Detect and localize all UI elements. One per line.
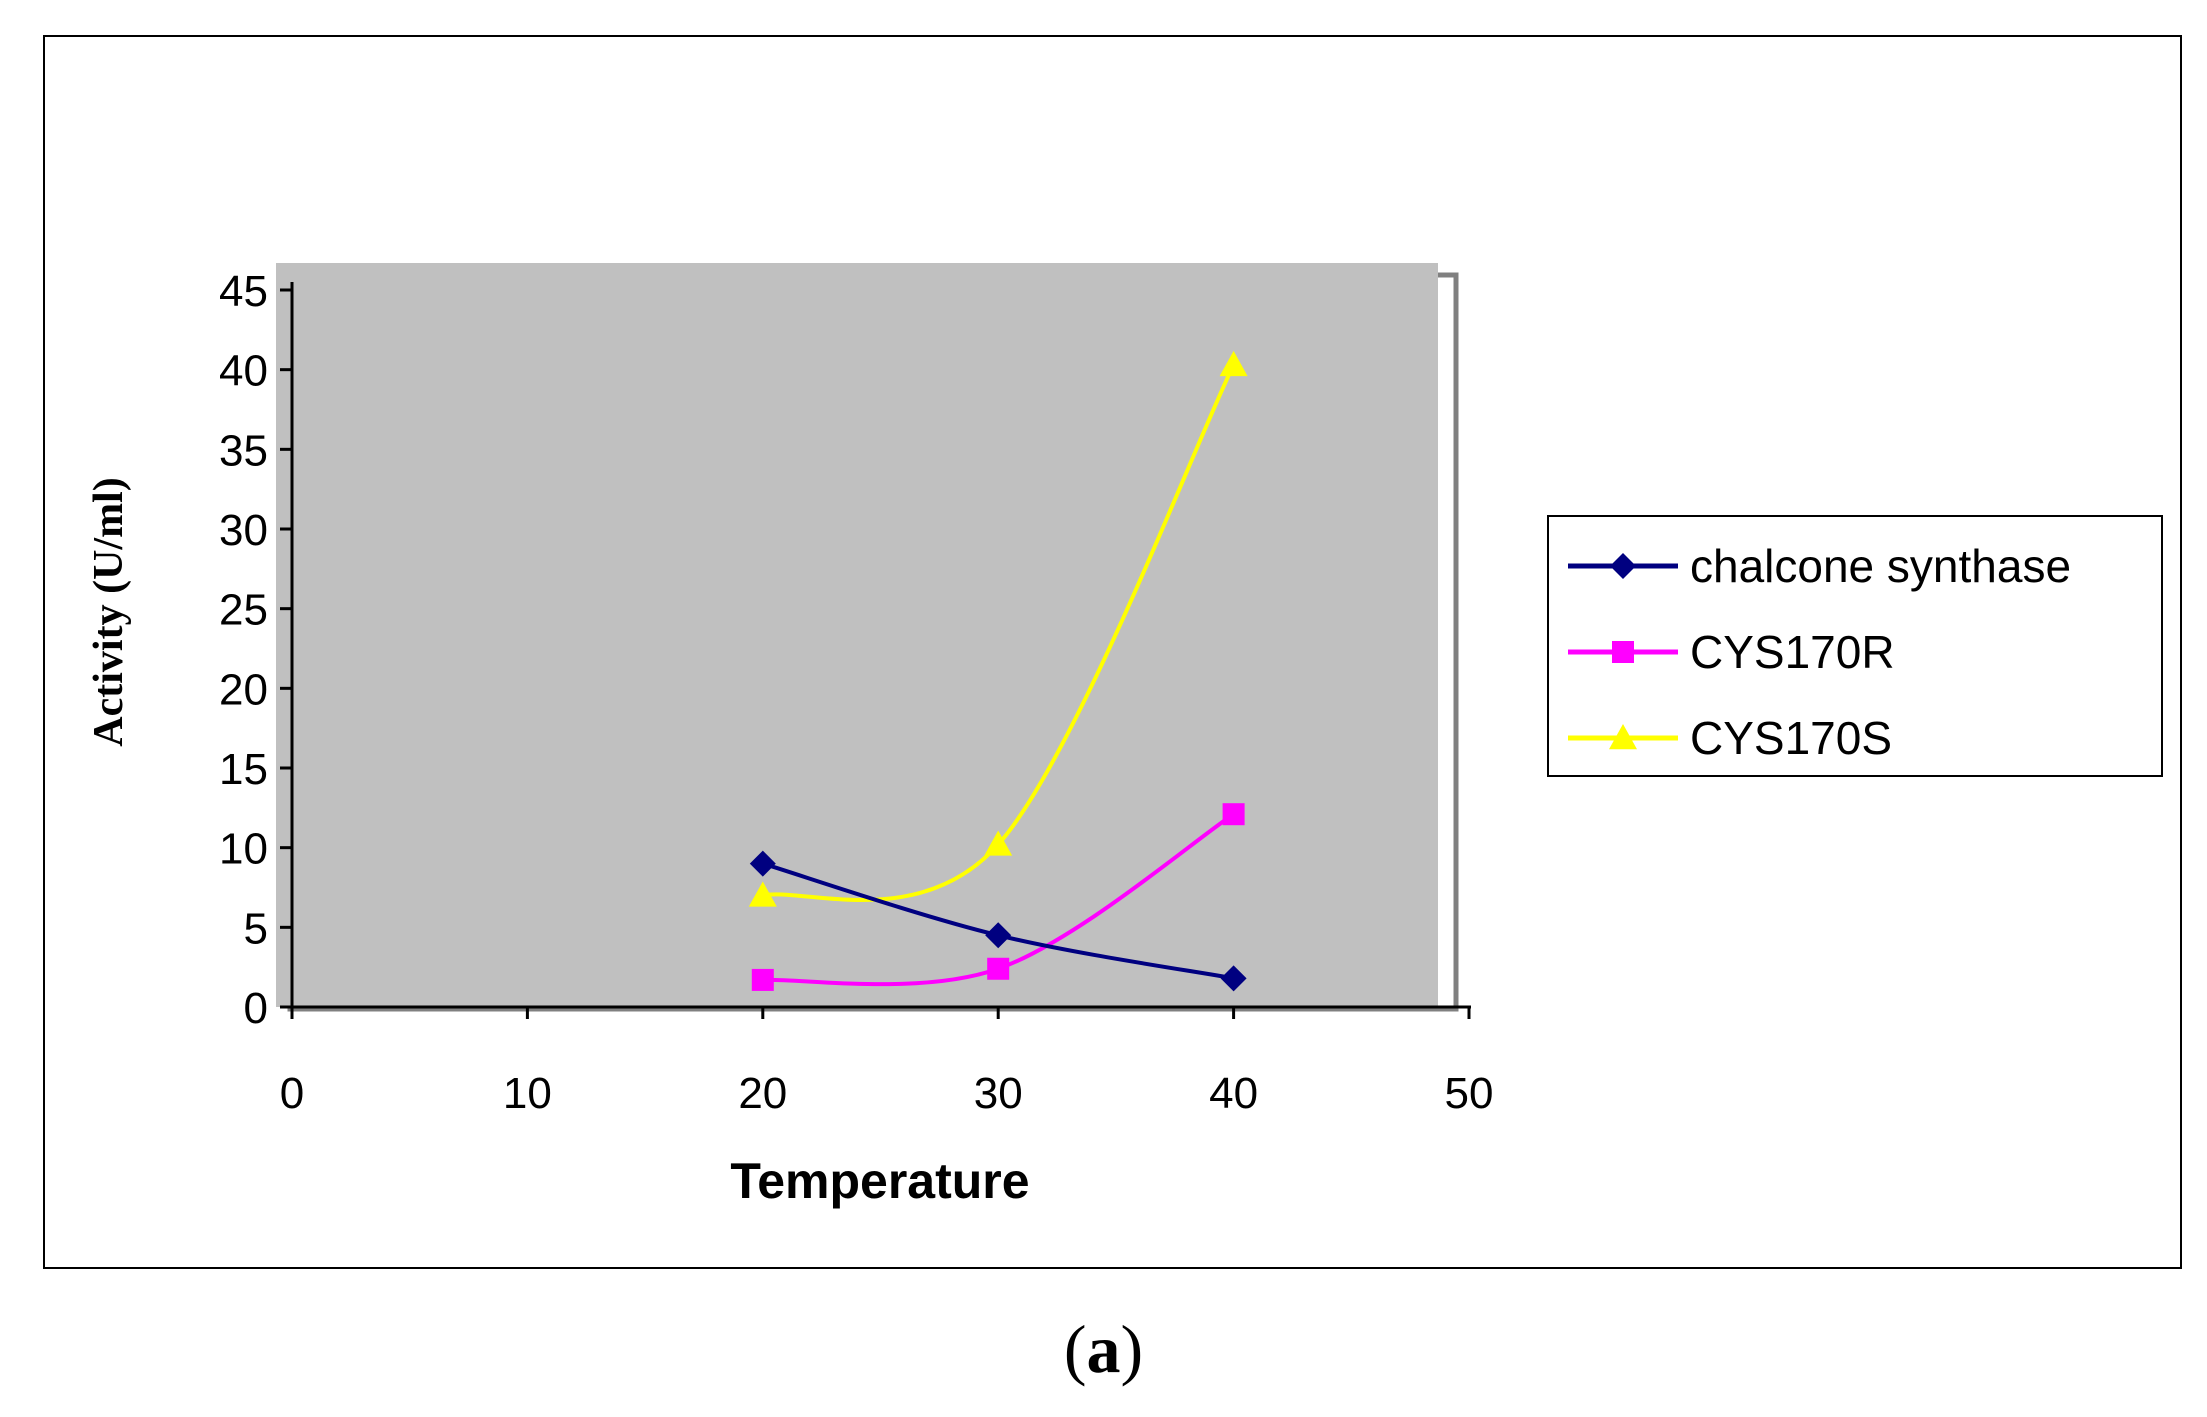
x-tick-label: 40	[1209, 1069, 1258, 1118]
data-point-cys170r	[987, 957, 1010, 980]
series-chalcone-synthase	[749, 850, 1247, 992]
legend-marker-cys170s	[1609, 724, 1637, 750]
y-axis-label: Activity (U/ml)	[86, 477, 132, 746]
y-tick-label: 25	[219, 586, 268, 635]
y-tick-label: 5	[244, 904, 268, 953]
x-tick-label: 30	[974, 1069, 1023, 1118]
y-tick-label: 15	[219, 745, 268, 794]
data-point-chalcone-synthase	[1220, 965, 1247, 992]
y-tick-label: 10	[219, 825, 268, 874]
series-line-cys170s	[762, 364, 1236, 902]
series-cys170r	[751, 803, 1245, 991]
y-tick-label: 30	[219, 506, 268, 555]
series-cys170s	[748, 350, 1248, 907]
y-tick-label: 35	[219, 426, 268, 475]
x-axis-label: Temperature	[730, 1153, 1029, 1209]
y-tick-label: 0	[244, 984, 268, 1033]
legend-marker-cys170r	[1612, 641, 1634, 663]
data-point-cys170s	[984, 830, 1013, 856]
x-tick-label: 0	[280, 1069, 304, 1118]
x-tick-label: 10	[503, 1069, 552, 1118]
legend-item-cys170s: CYS170S	[1568, 712, 1892, 764]
x-tick-label: 50	[1445, 1069, 1494, 1118]
legend-item-cys170r: CYS170R	[1568, 626, 1895, 678]
data-point-cys170s	[1219, 350, 1248, 377]
legend-item-chalcone-synthase: chalcone synthase	[1568, 540, 2071, 592]
legend-label-cys170s: CYS170S	[1690, 712, 1892, 764]
plot-area-background	[276, 263, 1438, 1007]
legend-marker-chalcone-synthase	[1610, 553, 1636, 579]
panel-label: (a)	[0, 1310, 2207, 1389]
data-point-cys170r	[751, 968, 774, 991]
data-point-cys170s	[748, 881, 777, 907]
data-point-cys170r	[1222, 803, 1245, 826]
axes: 0 5 10 15 20 25 30 35 40 45 0 10 20 30 40 50	[219, 267, 1493, 1118]
y-tick-label: 40	[219, 347, 268, 396]
x-tick-label: 20	[738, 1069, 787, 1118]
panel-label-letter: a	[1086, 1311, 1121, 1387]
panel-label-close: )	[1120, 1311, 1144, 1387]
panel-label-open: (	[1063, 1311, 1087, 1387]
legend: chalcone synthase CYS170R CYS170S	[1547, 515, 2163, 777]
y-tick-label: 45	[219, 267, 268, 316]
y-tick-label: 20	[219, 665, 268, 714]
plot-area	[276, 263, 1459, 1012]
data-point-chalcone-synthase	[749, 850, 776, 877]
legend-label-chalcone-synthase: chalcone synthase	[1690, 540, 2071, 592]
legend-label-cys170r: CYS170R	[1690, 626, 1895, 678]
legend-box	[1547, 515, 2163, 777]
series-layer	[748, 350, 1248, 992]
data-point-chalcone-synthase	[985, 922, 1012, 949]
